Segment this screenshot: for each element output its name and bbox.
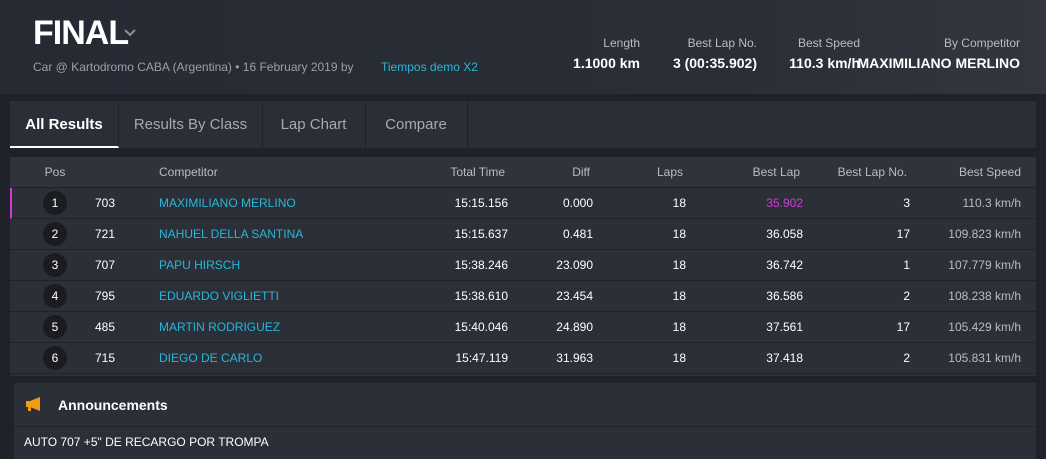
cell: 36.586 <box>766 289 803 303</box>
row-bg <box>10 312 1036 343</box>
stat-value: 1.1000 km <box>573 55 640 71</box>
cell: 18 <box>672 196 686 210</box>
megaphone-icon <box>26 397 40 411</box>
column-header: Total Time <box>450 165 505 179</box>
dropdown-chevron[interactable] <box>123 28 137 38</box>
cell: 24.890 <box>556 320 593 334</box>
cell: 36.058 <box>766 227 803 241</box>
competitor-link[interactable]: MAXIMILIANO MERLINO <box>159 196 296 210</box>
competitor-link[interactable]: PAPU HIRSCH <box>159 258 241 272</box>
column-header: Best Lap No. <box>837 165 907 179</box>
cell: 105.429 km/h <box>948 320 1021 334</box>
cell: 15:38.246 <box>454 258 508 272</box>
cell: 15:38.610 <box>454 289 508 303</box>
row-bg <box>10 188 1036 219</box>
position-badge: 3 <box>43 253 67 277</box>
cell: 707 <box>95 258 116 272</box>
cell: 37.418 <box>766 351 803 365</box>
stat-value: 110.3 km/h <box>789 55 860 71</box>
stat-value: MAXIMILIANO MERLINO <box>857 55 1020 71</box>
position-badge: 4 <box>43 284 67 308</box>
stat-label: Length <box>603 36 640 50</box>
cell: 2 <box>903 351 910 365</box>
stat-label: By Competitor <box>943 36 1020 50</box>
cell: 485 <box>95 320 116 334</box>
tab[interactable]: Results By Class <box>119 101 263 148</box>
cell: 17 <box>896 320 910 334</box>
cell: 15:47.119 <box>455 351 509 365</box>
row-bg <box>10 343 1036 374</box>
position-badge: 5 <box>43 315 67 339</box>
header-row-bg <box>10 157 1036 188</box>
cell: 15:15.156 <box>454 196 508 210</box>
row-bg <box>10 281 1036 312</box>
cell: 703 <box>95 196 116 210</box>
cell: 18 <box>672 227 686 241</box>
cell: 18 <box>672 351 686 365</box>
subtitle: Car @ Kartodromo CABA (Argentina) • 16 F… <box>33 60 354 74</box>
cell: 721 <box>95 227 116 241</box>
cell: 0.481 <box>562 227 593 241</box>
column-header: Competitor <box>159 165 218 179</box>
stat-label: Best Speed <box>797 36 860 50</box>
cell: 17 <box>896 227 910 241</box>
cell: 2 <box>903 289 910 303</box>
cell: 715 <box>95 351 116 365</box>
cell: 3 <box>903 196 910 210</box>
row-bg <box>10 219 1036 250</box>
competitor-link[interactable]: NAHUEL DELLA SANTINA <box>159 227 304 241</box>
cell: 23.454 <box>556 289 593 303</box>
row-bg <box>10 250 1036 281</box>
cell: 1 <box>903 258 910 272</box>
position-badge: 1 <box>43 191 67 215</box>
column-header: Pos <box>44 165 66 179</box>
tab[interactable]: Lap Chart <box>262 101 366 148</box>
cell: 35.902 <box>766 196 803 210</box>
cell: 15:15.637 <box>454 227 508 241</box>
competitor-link[interactable]: EDUARDO VIGLIETTI <box>159 289 280 303</box>
position-badge: 6 <box>43 346 67 370</box>
cell: 107.779 km/h <box>948 258 1021 272</box>
cell: 37.561 <box>766 320 803 334</box>
cell: 15:40.046 <box>454 320 508 334</box>
cell: 110.3 km/h <box>962 196 1021 210</box>
divider <box>14 426 1036 427</box>
cell: 36.742 <box>766 258 803 272</box>
cell: 18 <box>672 258 686 272</box>
cell: 105.831 km/h <box>948 351 1021 365</box>
column-header: Best Speed <box>958 165 1021 179</box>
tab-bar: All Results Results By Class Lap Chart Comp… <box>10 101 1036 148</box>
cell: 31.963 <box>556 351 593 365</box>
stat-label: Best Lap No. <box>687 36 757 50</box>
cell: 23.090 <box>556 258 593 272</box>
cell: 18 <box>672 320 686 334</box>
competitor-link[interactable]: DIEGO DE CARLO <box>159 351 263 365</box>
cell: 795 <box>95 289 116 303</box>
announcements-title: Announcements <box>58 397 168 413</box>
tab[interactable]: Compare <box>365 101 468 148</box>
link[interactable]: Tiempos demo X2 <box>381 60 478 74</box>
title: FINAL <box>33 14 129 52</box>
column-header: Diff <box>572 165 590 179</box>
results-table: Pos Competitor Total Time Diff Laps Best Lap B… <box>10 157 1036 376</box>
cell: 0.000 <box>562 196 593 210</box>
competitor-link[interactable]: MARTIN RODRIGUEZ <box>159 320 281 334</box>
stat-value: 3 (00:35.902) <box>672 55 757 71</box>
cell: 18 <box>672 289 686 303</box>
column-header: Laps <box>656 165 683 179</box>
cell: 109.823 km/h <box>948 227 1021 241</box>
position-badge: 2 <box>43 222 67 246</box>
column-header: Best Lap <box>752 165 800 179</box>
announcement: AUTO 707 +5" DE RECARGO POR TROMPA <box>24 435 269 449</box>
announcements: Announcements AUTO 707 +5" DE RECARGO PO… <box>14 383 1036 459</box>
cell: 108.238 km/h <box>948 289 1021 303</box>
header: FINAL Car @ Kartodromo CABA (Argentina) … <box>0 0 1046 94</box>
tab[interactable]: All Results <box>10 101 119 148</box>
